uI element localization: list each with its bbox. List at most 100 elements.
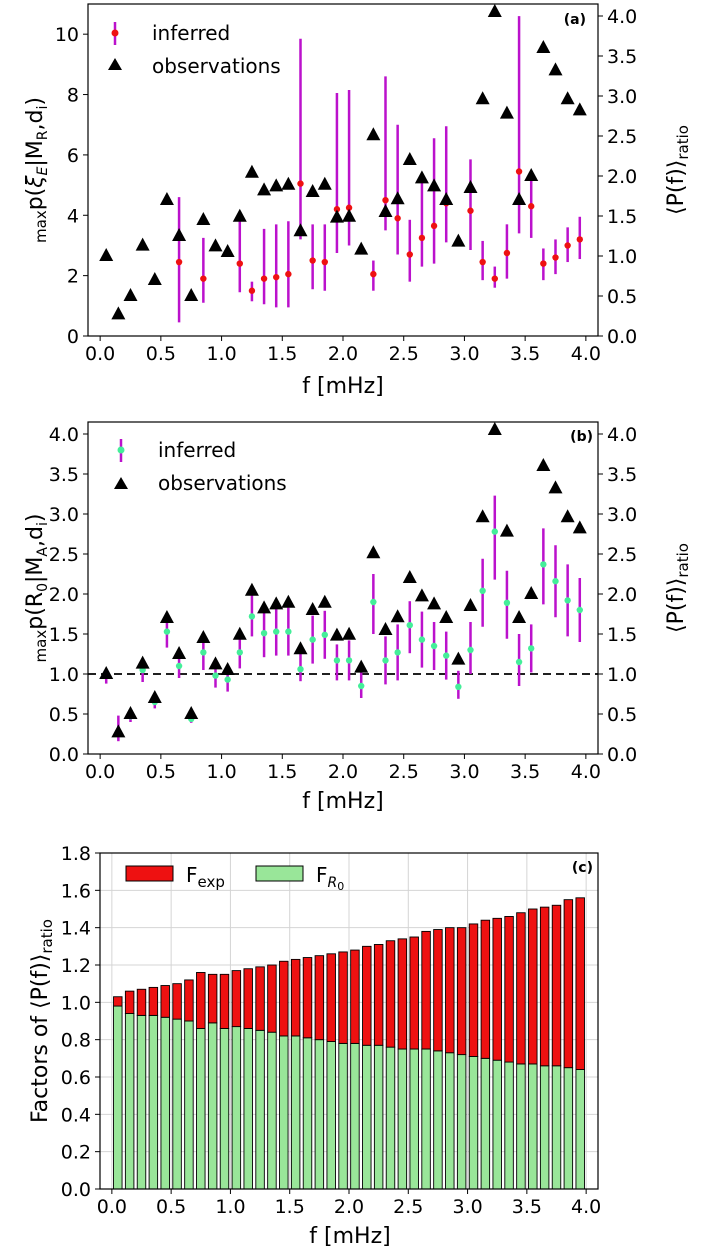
y-tick-label: 2 [67, 266, 79, 288]
x-tick-label: 2.0 [328, 761, 358, 783]
bar-fexp [575, 897, 585, 1070]
bar-fr0 [113, 1005, 123, 1190]
panel-b: 0.0 0.5 1.0 1.5 2.0 2.5 3.0 3.5 4.0 0.0 0.5 1.0 1.5 2… [23, 421, 692, 814]
inferred-point [540, 260, 547, 267]
x-tick-label: 0.0 [85, 761, 115, 783]
y-tick-label: 4 [67, 205, 79, 227]
observation-marker [172, 228, 187, 241]
observation-marker [366, 545, 381, 559]
inferred-point [260, 275, 268, 282]
x-tick-label: 1.5 [267, 761, 297, 783]
bar-fr0 [528, 1063, 538, 1190]
observation-marker [487, 422, 502, 435]
inferred-point [564, 597, 571, 604]
y-right-tick-label: 3.5 [607, 464, 637, 486]
inferred-point [467, 646, 474, 654]
bar-fr0 [338, 1042, 348, 1190]
observation-marker [269, 178, 284, 192]
legend-c-fr0-swatch [255, 865, 304, 882]
x-tick-label: 4.0 [571, 1196, 601, 1218]
observation-marker [244, 582, 259, 596]
y-tick-label: 1.6 [61, 880, 91, 902]
bar-fexp [551, 904, 562, 1067]
observation-marker [196, 212, 211, 225]
y-right-tick-label: 0.5 [607, 704, 637, 726]
observation-marker [329, 209, 344, 223]
inferred-point [333, 657, 341, 664]
inferred-point [248, 613, 256, 620]
bar-fr0 [207, 1022, 218, 1190]
bar-fr0 [563, 1067, 574, 1190]
y-tick-label: 0.4 [61, 1104, 91, 1126]
bar-fexp [362, 945, 372, 1046]
legend-b-observations-marker [114, 477, 128, 489]
observation-marker [99, 666, 114, 679]
y-tick-label: 1.5 [49, 624, 79, 646]
y-tick-label: 1.0 [49, 664, 79, 686]
bar-fr0 [492, 1059, 502, 1190]
bar-fr0 [397, 1048, 408, 1190]
observation-marker [342, 208, 357, 222]
x-tick-label: 2.5 [389, 761, 419, 783]
bar-fr0 [480, 1057, 491, 1190]
bar-fexp [279, 960, 289, 1037]
y-tick-label: 0.8 [61, 1030, 91, 1052]
observation-marker [499, 105, 514, 119]
observation-marker [317, 176, 332, 190]
bar-fr0 [468, 1056, 479, 1190]
observation-marker [111, 306, 126, 320]
bar-fr0 [290, 1035, 301, 1190]
bar-fexp [136, 988, 147, 1016]
observation-marker [172, 646, 187, 659]
inferred-point [515, 658, 523, 666]
panel-c-legend: Fexp FR0 [125, 863, 344, 893]
bar-fexp [113, 996, 123, 1007]
inferred-point [175, 662, 183, 670]
inferred-point [175, 258, 183, 266]
inferred-point [382, 196, 389, 204]
x-tick-label: 3.5 [512, 1196, 542, 1218]
bar-fr0 [504, 1061, 514, 1190]
inferred-point [503, 249, 511, 257]
bar-fexp [184, 979, 194, 1022]
inferred-point [224, 676, 231, 683]
y-right-tick-label: 3.0 [607, 86, 637, 108]
observation-marker [354, 241, 369, 255]
inferred-point [345, 657, 353, 664]
observation-marker [135, 655, 150, 669]
observation-marker [135, 237, 150, 251]
y-right-tick-label: 4.0 [607, 424, 637, 446]
inferred-point [528, 645, 535, 652]
inferred-point [273, 628, 280, 635]
bar-fexp [124, 990, 135, 1014]
inferred-point [394, 215, 401, 222]
inferred-point [418, 234, 426, 242]
bar-fexp [314, 955, 325, 1041]
bar-fexp [172, 983, 182, 1020]
bar-fr0 [279, 1035, 289, 1190]
y-tick-label: 0.0 [49, 744, 79, 766]
inferred-point [491, 528, 498, 535]
y-right-tick-label: 1.5 [607, 206, 637, 228]
x-tick-label: 0.0 [97, 1196, 127, 1218]
observation-marker [378, 204, 393, 217]
inferred-point [163, 628, 171, 635]
inferred-point [370, 270, 377, 278]
x-tick-label: 1.5 [267, 343, 297, 365]
legend-a-inferred-marker [111, 29, 119, 37]
bar-fr0 [516, 1063, 526, 1190]
bar-fexp [492, 917, 502, 1061]
y-tick-label: 1.0 [61, 992, 91, 1014]
inferred-point [430, 642, 438, 650]
inferred-point [528, 203, 535, 210]
legend-b-inferred-label: inferred [158, 438, 236, 462]
inferred-point [418, 636, 426, 643]
inferred-point [479, 587, 486, 594]
bar-fexp [160, 985, 170, 1018]
y-tick-label: 0.5 [49, 704, 79, 726]
bar-fr0 [385, 1046, 396, 1190]
panel-a-tag: (a) [564, 12, 586, 28]
inferred-point [503, 599, 511, 606]
inferred-point [297, 666, 304, 673]
observation-marker [524, 586, 539, 599]
